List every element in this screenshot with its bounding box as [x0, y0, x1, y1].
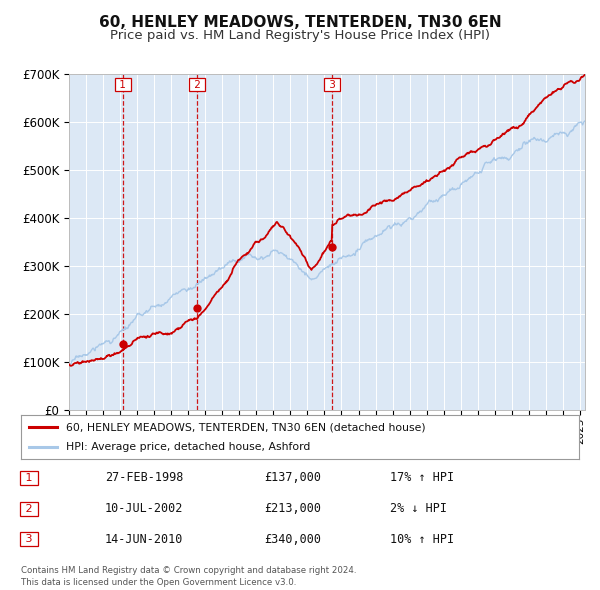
Text: 27-FEB-1998: 27-FEB-1998	[105, 471, 184, 484]
Text: 1: 1	[116, 80, 129, 90]
Text: 17% ↑ HPI: 17% ↑ HPI	[390, 471, 454, 484]
Text: 2% ↓ HPI: 2% ↓ HPI	[390, 502, 447, 515]
Text: 2: 2	[22, 504, 36, 513]
Text: 1: 1	[22, 473, 36, 483]
Text: 3: 3	[22, 535, 36, 544]
Text: Contains HM Land Registry data © Crown copyright and database right 2024.
This d: Contains HM Land Registry data © Crown c…	[21, 566, 356, 587]
Text: 10% ↑ HPI: 10% ↑ HPI	[390, 533, 454, 546]
Text: £137,000: £137,000	[264, 471, 321, 484]
Text: 10-JUL-2002: 10-JUL-2002	[105, 502, 184, 515]
Text: 60, HENLEY MEADOWS, TENTERDEN, TN30 6EN: 60, HENLEY MEADOWS, TENTERDEN, TN30 6EN	[98, 15, 502, 30]
Text: 2: 2	[191, 80, 204, 90]
Text: £213,000: £213,000	[264, 502, 321, 515]
Text: HPI: Average price, detached house, Ashford: HPI: Average price, detached house, Ashf…	[65, 442, 310, 452]
Text: Price paid vs. HM Land Registry's House Price Index (HPI): Price paid vs. HM Land Registry's House …	[110, 30, 490, 42]
Text: 14-JUN-2010: 14-JUN-2010	[105, 533, 184, 546]
Text: 60, HENLEY MEADOWS, TENTERDEN, TN30 6EN (detached house): 60, HENLEY MEADOWS, TENTERDEN, TN30 6EN …	[65, 422, 425, 432]
Text: £340,000: £340,000	[264, 533, 321, 546]
Text: 3: 3	[326, 80, 339, 90]
